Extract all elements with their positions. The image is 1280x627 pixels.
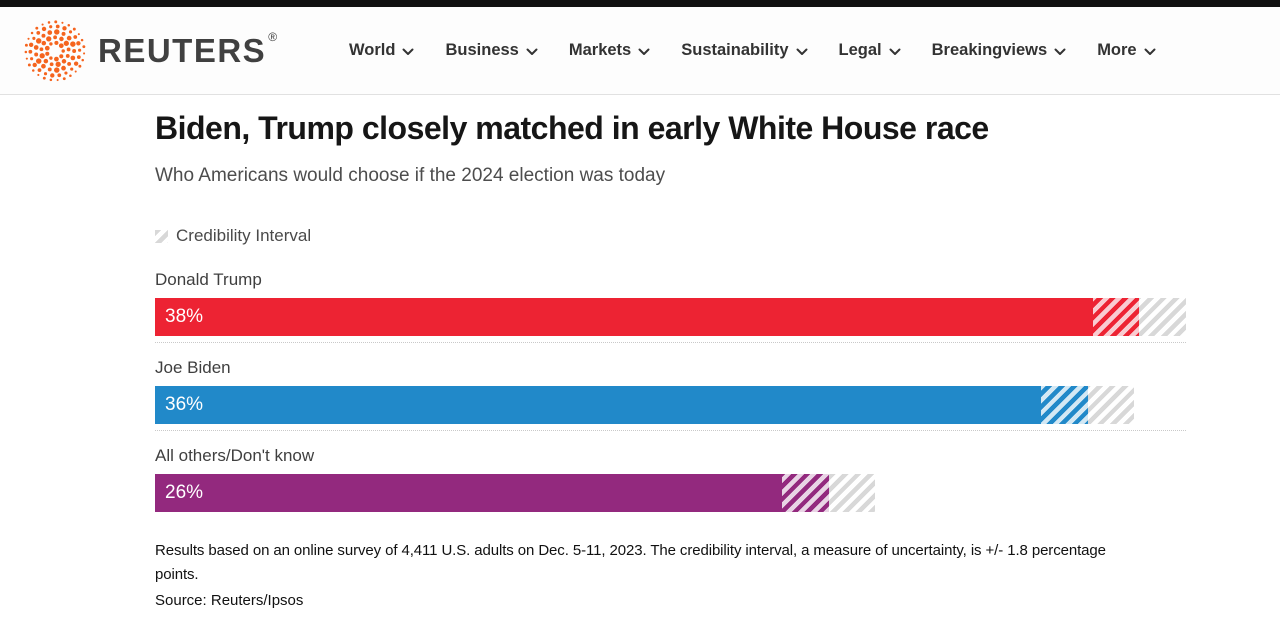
- bar-row-trump: Donald Trump 38%: [155, 270, 1186, 343]
- nav-item-breakingviews[interactable]: Breakingviews: [932, 41, 1067, 60]
- bar-category-label: Donald Trump: [155, 270, 262, 289]
- chevron-down-icon: [889, 48, 901, 55]
- nav-item-label: Breakingviews: [931, 41, 1048, 59]
- nav-item-label: World: [349, 41, 396, 59]
- source-note: Source: Reuters/Ipsos: [155, 592, 304, 609]
- reuters-sunburst-icon: [24, 19, 86, 81]
- bar-category-label: Joe Biden: [155, 358, 231, 377]
- legend-label: Credibility Interval: [176, 226, 312, 245]
- nav-item-legal[interactable]: Legal: [839, 41, 901, 60]
- nav-item-label: Sustainability: [681, 41, 789, 59]
- row-separator: [155, 430, 1186, 431]
- nav-item-label: Markets: [568, 41, 632, 59]
- credibility-interval-swatch-icon: [155, 229, 168, 243]
- chevron-down-icon: [1144, 48, 1156, 55]
- nav-item-sustainability[interactable]: Sustainability: [681, 41, 808, 60]
- nav-item-label: Legal: [838, 41, 882, 59]
- main-nav: World Business Markets Sustainability Le…: [349, 41, 1156, 60]
- chart-subtitle: Who Americans would choose if the 2024 e…: [155, 165, 666, 186]
- bar-value-label: 26%: [165, 482, 204, 503]
- bar-track: 38%: [155, 298, 1186, 336]
- brand-wordmark: REUTERS: [98, 31, 267, 69]
- bar-row-biden: Joe Biden 36%: [155, 358, 1186, 431]
- chevron-down-icon: [796, 48, 808, 55]
- nav-item-world[interactable]: World: [349, 41, 414, 60]
- row-separator: [155, 342, 1186, 343]
- bar-track: 26%: [155, 474, 1186, 512]
- reuters-logo[interactable]: REUTERS ®: [24, 19, 278, 82]
- nav-item-label: Business: [445, 41, 519, 59]
- bar-solid-segment: [155, 298, 1093, 336]
- bar-row-others: All others/Don't know 26%: [155, 446, 1186, 512]
- article-content: Biden, Trump closely matched in early Wh…: [0, 95, 1280, 613]
- nav-item-label: More: [1097, 41, 1137, 59]
- registered-mark: ®: [268, 29, 278, 44]
- chart-legend: Credibility Interval: [155, 226, 1280, 246]
- chevron-down-icon: [638, 48, 650, 55]
- bar-value-label: 38%: [165, 306, 204, 327]
- bar-solid-segment: [155, 474, 782, 512]
- nav-item-markets[interactable]: Markets: [569, 41, 650, 60]
- chevron-down-icon: [402, 48, 414, 55]
- bar-solid-segment: [155, 386, 1041, 424]
- bar-chart: Donald Trump 38% Joe Biden 36% All other…: [155, 270, 1186, 512]
- chart-title: Biden, Trump closely matched in early Wh…: [155, 110, 989, 146]
- chevron-down-icon: [1054, 48, 1066, 55]
- bar-category-label: All others/Don't know: [155, 446, 315, 465]
- bar-track: 36%: [155, 386, 1186, 424]
- bar-value-label: 36%: [165, 394, 204, 415]
- nav-item-more[interactable]: More: [1097, 41, 1156, 60]
- site-header: REUTERS ® World Business Markets Sustain…: [0, 7, 1280, 95]
- chevron-down-icon: [526, 48, 538, 55]
- nav-item-business[interactable]: Business: [445, 41, 538, 60]
- top-accent-bar: [0, 0, 1280, 7]
- methodology-note: Results based on an online survey of 4,4…: [155, 542, 1106, 583]
